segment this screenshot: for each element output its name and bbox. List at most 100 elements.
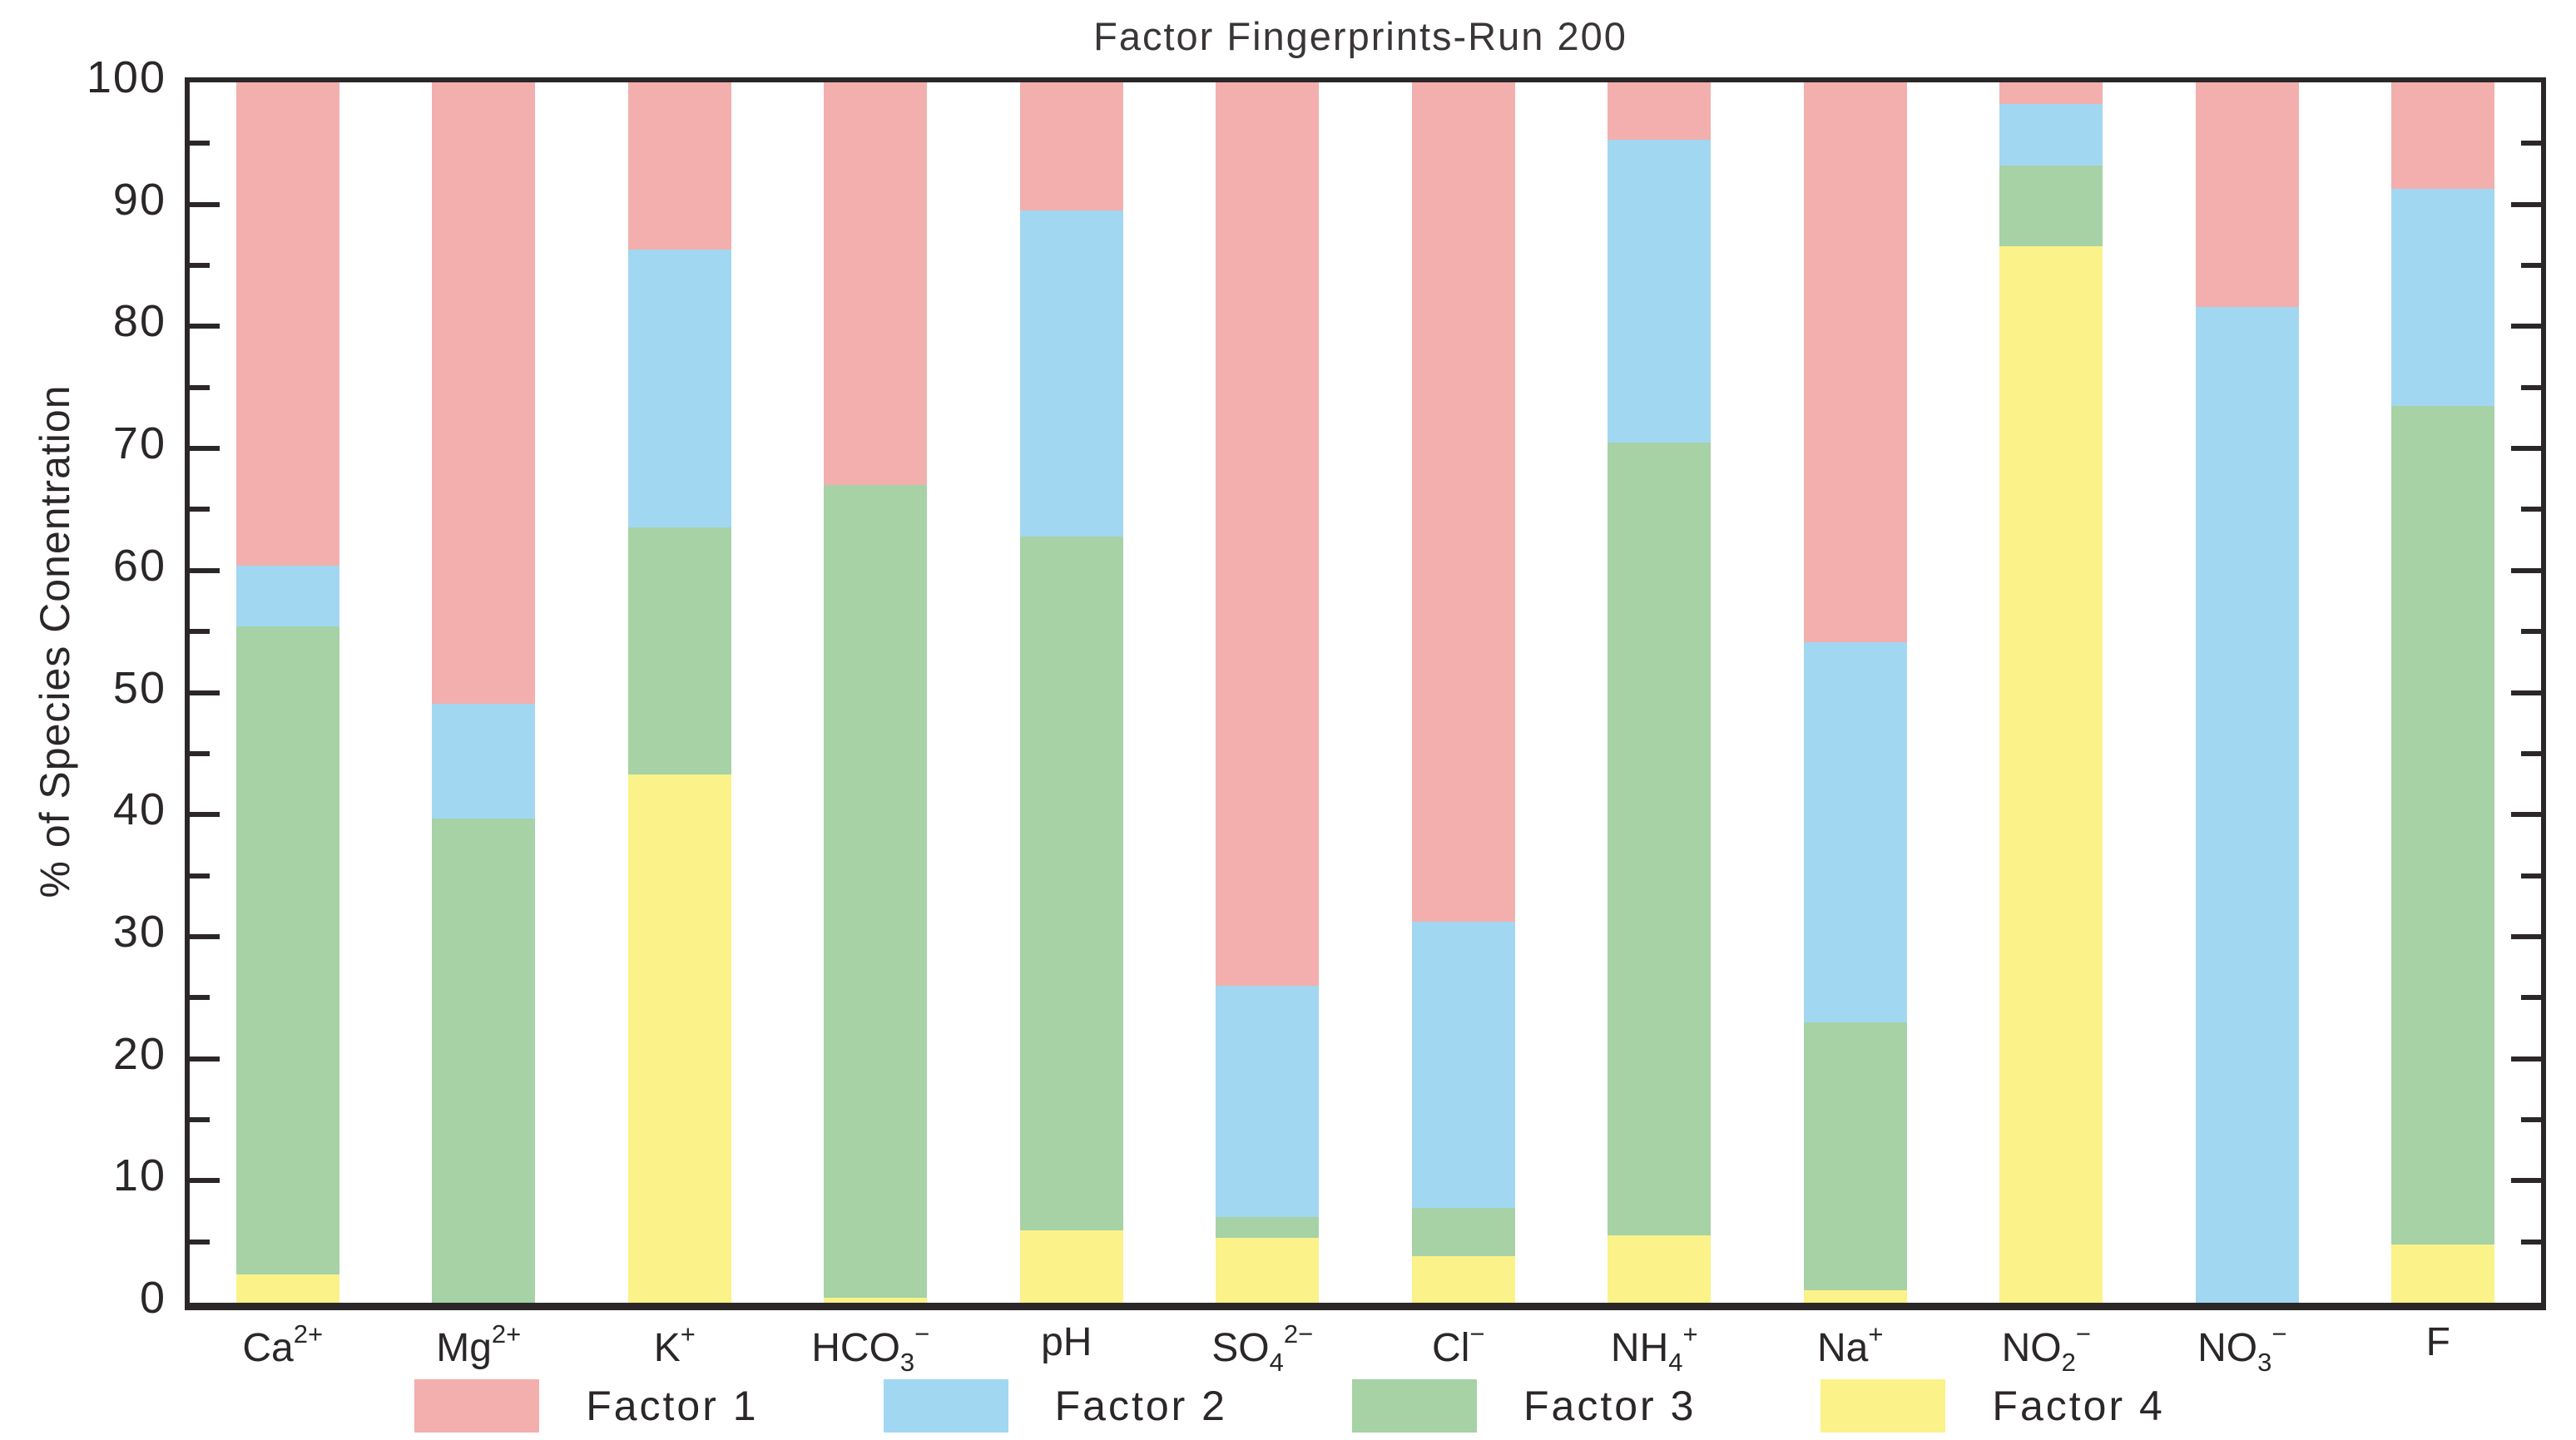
left-tick-55 [190, 629, 210, 635]
bar-Na-segment-factor-1 [1803, 82, 1907, 643]
right-tick-35 [2521, 873, 2541, 878]
right-tick-40 [2511, 812, 2541, 818]
legend-label-factor-2: Factor 2 [1054, 1383, 1227, 1429]
bar-SO4-segment-factor-4 [1216, 1238, 1320, 1303]
left-tick-80 [190, 324, 220, 329]
bar-Ca-segment-factor-3 [235, 626, 339, 1275]
left-tick-25 [190, 995, 210, 1001]
bar-NH4-segment-factor-2 [1608, 139, 1712, 443]
left-tick-15 [190, 1116, 210, 1122]
legend-swatch-factor-1 [414, 1379, 540, 1433]
right-tick-85 [2521, 263, 2541, 269]
left-tick-45 [190, 750, 210, 756]
legend-item-factor-1: Factor 1 [414, 1379, 758, 1433]
bar-NH4-segment-factor-3 [1608, 442, 1712, 1236]
bar-NO2-segment-factor-4 [1999, 245, 2103, 1303]
right-tick-95 [2521, 141, 2541, 146]
y-tick-label-80: 80 [112, 296, 166, 347]
legend-swatch-factor-2 [883, 1379, 1008, 1433]
right-tick-10 [2511, 1178, 2541, 1184]
left-tick-65 [190, 507, 210, 512]
left-tick-70 [190, 446, 220, 452]
x-label-F: F [2425, 1320, 2450, 1364]
x-label-Na: Na+ [1817, 1319, 1884, 1370]
x-label-HCO3: HCO3− [811, 1319, 930, 1377]
legend-swatch-factor-4 [1821, 1379, 1946, 1433]
x-label-Mg: Mg2+ [436, 1319, 522, 1370]
y-tick-label-100: 100 [86, 52, 166, 102]
right-tick-65 [2521, 507, 2541, 512]
left-tick-60 [190, 567, 220, 573]
right-tick-5 [2521, 1239, 2541, 1245]
bar-K-segment-factor-1 [627, 82, 731, 250]
bar-SO4-segment-factor-2 [1216, 985, 1320, 1218]
bar-NH4-segment-factor-4 [1608, 1235, 1712, 1303]
x-label-K: K+ [653, 1319, 696, 1370]
left-tick-90 [190, 201, 220, 207]
left-tick-50 [190, 690, 220, 695]
right-tick-15 [2521, 1116, 2541, 1122]
x-label-Cl: Cl− [1432, 1319, 1485, 1370]
bar-Cl-segment-factor-3 [1411, 1207, 1515, 1257]
legend-swatch-factor-3 [1352, 1379, 1477, 1433]
bar-Ca-segment-factor-1 [235, 82, 339, 566]
chart-title: Factor Fingerprints-Run 200 [1093, 14, 1627, 58]
y-tick-label-0: 0 [139, 1273, 166, 1323]
x-label-NO3: NO3− [2197, 1319, 2287, 1377]
right-tick-55 [2521, 629, 2541, 635]
y-tick-label-60: 60 [112, 540, 166, 591]
right-tick-45 [2521, 750, 2541, 756]
left-tick-35 [190, 873, 210, 878]
right-tick-90 [2511, 201, 2541, 207]
left-tick-30 [190, 933, 220, 939]
bar-HCO3-segment-factor-4 [824, 1298, 928, 1303]
y-tick-label-40: 40 [112, 784, 166, 835]
bar-Mg-segment-factor-3 [432, 818, 536, 1303]
bar-Ca-segment-factor-4 [235, 1274, 339, 1303]
bar-K-segment-factor-4 [627, 774, 731, 1303]
bar-HCO3-segment-factor-3 [824, 485, 928, 1299]
legend-item-factor-4: Factor 4 [1821, 1379, 2164, 1433]
left-tick-95 [190, 141, 210, 146]
left-tick-5 [190, 1239, 210, 1245]
bar-pH-segment-factor-1 [1019, 82, 1123, 211]
right-tick-30 [2511, 933, 2541, 939]
bar-NH4-segment-factor-1 [1608, 82, 1712, 140]
bar-Na-segment-factor-4 [1803, 1290, 1907, 1303]
bar-SO4-segment-factor-1 [1216, 82, 1320, 986]
right-tick-70 [2511, 446, 2541, 452]
legend: Factor 1 Factor 2 Factor 3 Factor 4 [349, 1374, 2230, 1438]
bar-NO2-segment-factor-1 [1999, 82, 2103, 105]
legend-label-factor-1: Factor 1 [586, 1383, 759, 1429]
x-label-pH: pH [1041, 1320, 1092, 1364]
left-tick-20 [190, 1056, 220, 1061]
right-tick-50 [2511, 690, 2541, 695]
plot-area [185, 77, 2546, 1310]
left-tick-40 [190, 812, 220, 818]
bar-K-segment-factor-3 [627, 527, 731, 774]
bar-F-segment-factor-4 [2391, 1244, 2495, 1303]
y-axis-title: % of Species Conentration [32, 384, 78, 898]
x-label-NO2: NO2− [2001, 1319, 2091, 1377]
bar-SO4-segment-factor-3 [1216, 1217, 1320, 1239]
legend-label-factor-3: Factor 3 [1523, 1383, 1697, 1429]
left-tick-85 [190, 263, 210, 269]
bar-Na-segment-factor-2 [1803, 642, 1907, 1022]
bar-NO2-segment-factor-3 [1999, 165, 2103, 246]
right-tick-20 [2511, 1056, 2541, 1061]
y-tick-label-50: 50 [112, 662, 166, 713]
bar-K-segment-factor-2 [627, 250, 731, 528]
bar-Mg-segment-factor-1 [432, 82, 536, 704]
left-tick-75 [190, 384, 210, 390]
y-tick-label-70: 70 [112, 418, 166, 469]
bar-pH-segment-factor-4 [1019, 1230, 1123, 1303]
bar-NO3-segment-factor-1 [2195, 82, 2299, 307]
bar-pH-segment-factor-3 [1019, 536, 1123, 1231]
y-tick-label-90: 90 [112, 174, 166, 225]
bar-pH-segment-factor-2 [1019, 210, 1123, 537]
bar-F-segment-factor-2 [2391, 188, 2495, 406]
bar-NO2-segment-factor-2 [1999, 104, 2103, 166]
bar-Na-segment-factor-3 [1803, 1022, 1907, 1291]
bar-NO3-segment-factor-2 [2195, 306, 2299, 1303]
right-tick-80 [2511, 324, 2541, 329]
